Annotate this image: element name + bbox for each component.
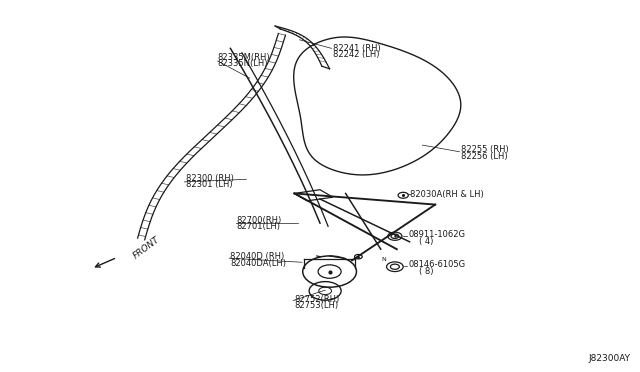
Text: 82752(RH): 82752(RH) — [294, 295, 340, 304]
Text: 82255 (RH): 82255 (RH) — [461, 145, 509, 154]
Text: 08911-1062G: 08911-1062G — [408, 230, 465, 239]
Text: 82335N(LH): 82335N(LH) — [218, 60, 268, 68]
Text: N: N — [381, 257, 386, 262]
Text: 82030A(RH & LH): 82030A(RH & LH) — [410, 190, 483, 199]
Text: ( 8): ( 8) — [419, 267, 434, 276]
Text: 82040DA(LH): 82040DA(LH) — [230, 259, 287, 267]
Text: 82242 (LH): 82242 (LH) — [333, 50, 380, 59]
Text: 82335M(RH): 82335M(RH) — [218, 53, 270, 62]
Text: 82301 (LH): 82301 (LH) — [186, 180, 232, 189]
Text: FRONT: FRONT — [131, 234, 161, 260]
Text: ( 4): ( 4) — [419, 237, 433, 246]
Text: 82701(LH): 82701(LH) — [237, 222, 281, 231]
Text: 82040D (RH): 82040D (RH) — [230, 252, 285, 261]
Text: 82241 (RH): 82241 (RH) — [333, 44, 381, 53]
Text: 82753(LH): 82753(LH) — [294, 301, 339, 310]
Text: J82300AY: J82300AY — [588, 354, 630, 363]
Text: 08146-6105G: 08146-6105G — [408, 260, 465, 269]
Text: 82700(RH): 82700(RH) — [237, 216, 282, 225]
Text: 82300 (RH): 82300 (RH) — [186, 174, 234, 183]
Text: 82256 (LH): 82256 (LH) — [461, 152, 508, 161]
